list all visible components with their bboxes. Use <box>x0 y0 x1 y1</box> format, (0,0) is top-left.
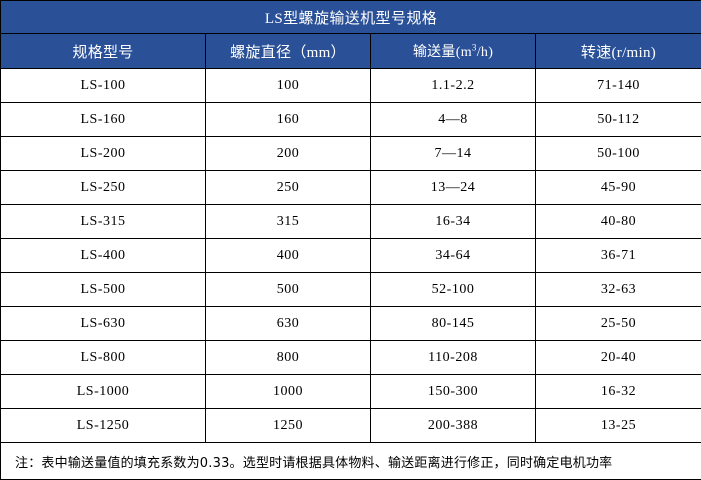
capacity-label-suffix: /h) <box>477 45 493 60</box>
cell-diameter: 800 <box>206 341 371 375</box>
cell-capacity: 7—14 <box>371 137 536 171</box>
cell-capacity: 1.1-2.2 <box>371 69 536 103</box>
cell-diameter: 100 <box>206 69 371 103</box>
cell-speed: 50-112 <box>536 103 701 137</box>
capacity-label-prefix: 输送量(m <box>413 45 472 60</box>
cell-model: LS-200 <box>1 137 206 171</box>
table-title-row: LS型螺旋输送机型号规格 <box>1 1 701 34</box>
cell-capacity: 110-208 <box>371 341 536 375</box>
cell-speed: 32-63 <box>536 273 701 307</box>
column-header-model: 规格型号 <box>1 34 206 69</box>
cell-model: LS-1250 <box>1 409 206 443</box>
cell-diameter: 160 <box>206 103 371 137</box>
cell-model: LS-250 <box>1 171 206 205</box>
cell-capacity: 4—8 <box>371 103 536 137</box>
cell-speed: 16-32 <box>536 375 701 409</box>
cell-model: LS-1000 <box>1 375 206 409</box>
cell-capacity: 200-388 <box>371 409 536 443</box>
cell-diameter: 630 <box>206 307 371 341</box>
table-note: 注：表中输送量值的填充系数为0.33。选型时请根据具体物料、输送距离进行修正，同… <box>1 443 701 480</box>
cell-speed: 36-71 <box>536 239 701 273</box>
cell-capacity: 16-34 <box>371 205 536 239</box>
cell-capacity: 150-300 <box>371 375 536 409</box>
cell-capacity: 34-64 <box>371 239 536 273</box>
cell-speed: 71-140 <box>536 69 701 103</box>
table-note-row: 注：表中输送量值的填充系数为0.33。选型时请根据具体物料、输送距离进行修正，同… <box>1 443 701 480</box>
column-header-speed: 转速(r/min) <box>536 34 701 69</box>
cell-diameter: 1250 <box>206 409 371 443</box>
cell-capacity: 52-100 <box>371 273 536 307</box>
cell-model: LS-100 <box>1 69 206 103</box>
cell-model: LS-500 <box>1 273 206 307</box>
cell-diameter: 1000 <box>206 375 371 409</box>
cell-diameter: 400 <box>206 239 371 273</box>
column-header-diameter: 螺旋直径（mm） <box>206 34 371 69</box>
cell-diameter: 250 <box>206 171 371 205</box>
cell-model: LS-400 <box>1 239 206 273</box>
cell-model: LS-315 <box>1 205 206 239</box>
cell-capacity: 13—24 <box>371 171 536 205</box>
cell-model: LS-800 <box>1 341 206 375</box>
table-title: LS型螺旋输送机型号规格 <box>1 1 701 34</box>
cell-diameter: 315 <box>206 205 371 239</box>
cell-speed: 20-40 <box>536 341 701 375</box>
cell-capacity: 80-145 <box>371 307 536 341</box>
column-header-capacity: 输送量(m3/h) <box>371 34 536 69</box>
cell-diameter: 500 <box>206 273 371 307</box>
cell-speed: 25-50 <box>536 307 701 341</box>
cell-model: LS-160 <box>1 103 206 137</box>
cell-speed: 40-80 <box>536 205 701 239</box>
cell-speed: 45-90 <box>536 171 701 205</box>
table-header-row: 规格型号 螺旋直径（mm） 输送量(m3/h) 转速(r/min) <box>1 34 701 69</box>
cell-model: LS-630 <box>1 307 206 341</box>
cell-diameter: 200 <box>206 137 371 171</box>
cell-speed: 50-100 <box>536 137 701 171</box>
cell-speed: 13-25 <box>536 409 701 443</box>
